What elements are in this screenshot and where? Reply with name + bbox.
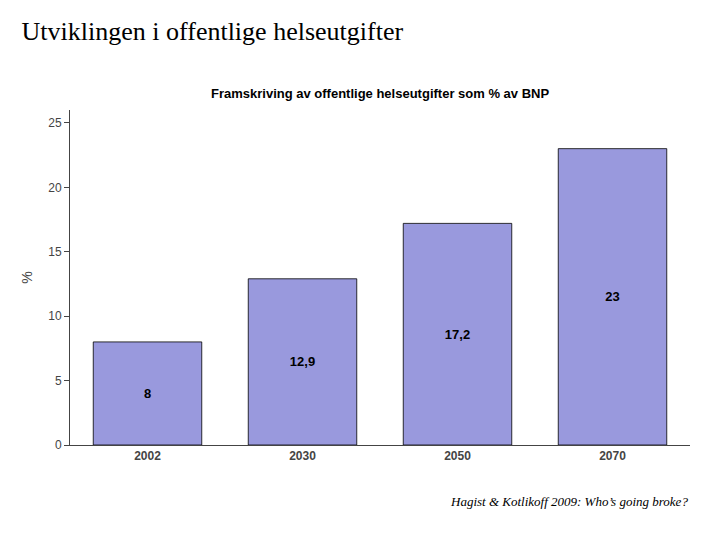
svg-text:Utviklingen i offentlige helse: Utviklingen i offentlige helseutgifter bbox=[22, 17, 404, 46]
svg-text:0: 0 bbox=[55, 438, 62, 452]
svg-text:%: % bbox=[19, 271, 35, 283]
svg-text:23: 23 bbox=[605, 289, 619, 304]
svg-text:2030: 2030 bbox=[289, 449, 316, 463]
svg-text:2070: 2070 bbox=[599, 449, 626, 463]
svg-text:12,9: 12,9 bbox=[290, 354, 315, 369]
svg-text:Hagist & Kotlikoff 2009: Who’s: Hagist & Kotlikoff 2009: Who’s going bro… bbox=[450, 494, 688, 509]
svg-text:17,2: 17,2 bbox=[445, 327, 470, 342]
svg-text:2050: 2050 bbox=[444, 449, 471, 463]
svg-text:15: 15 bbox=[48, 245, 62, 259]
svg-text:Framskriving av offentlige hel: Framskriving av offentlige helseutgifter… bbox=[211, 86, 549, 101]
svg-text:8: 8 bbox=[144, 386, 151, 401]
svg-text:5: 5 bbox=[55, 374, 62, 388]
svg-text:20: 20 bbox=[48, 181, 62, 195]
svg-text:10: 10 bbox=[48, 309, 62, 323]
svg-text:2002: 2002 bbox=[134, 449, 161, 463]
svg-text:25: 25 bbox=[48, 116, 62, 130]
